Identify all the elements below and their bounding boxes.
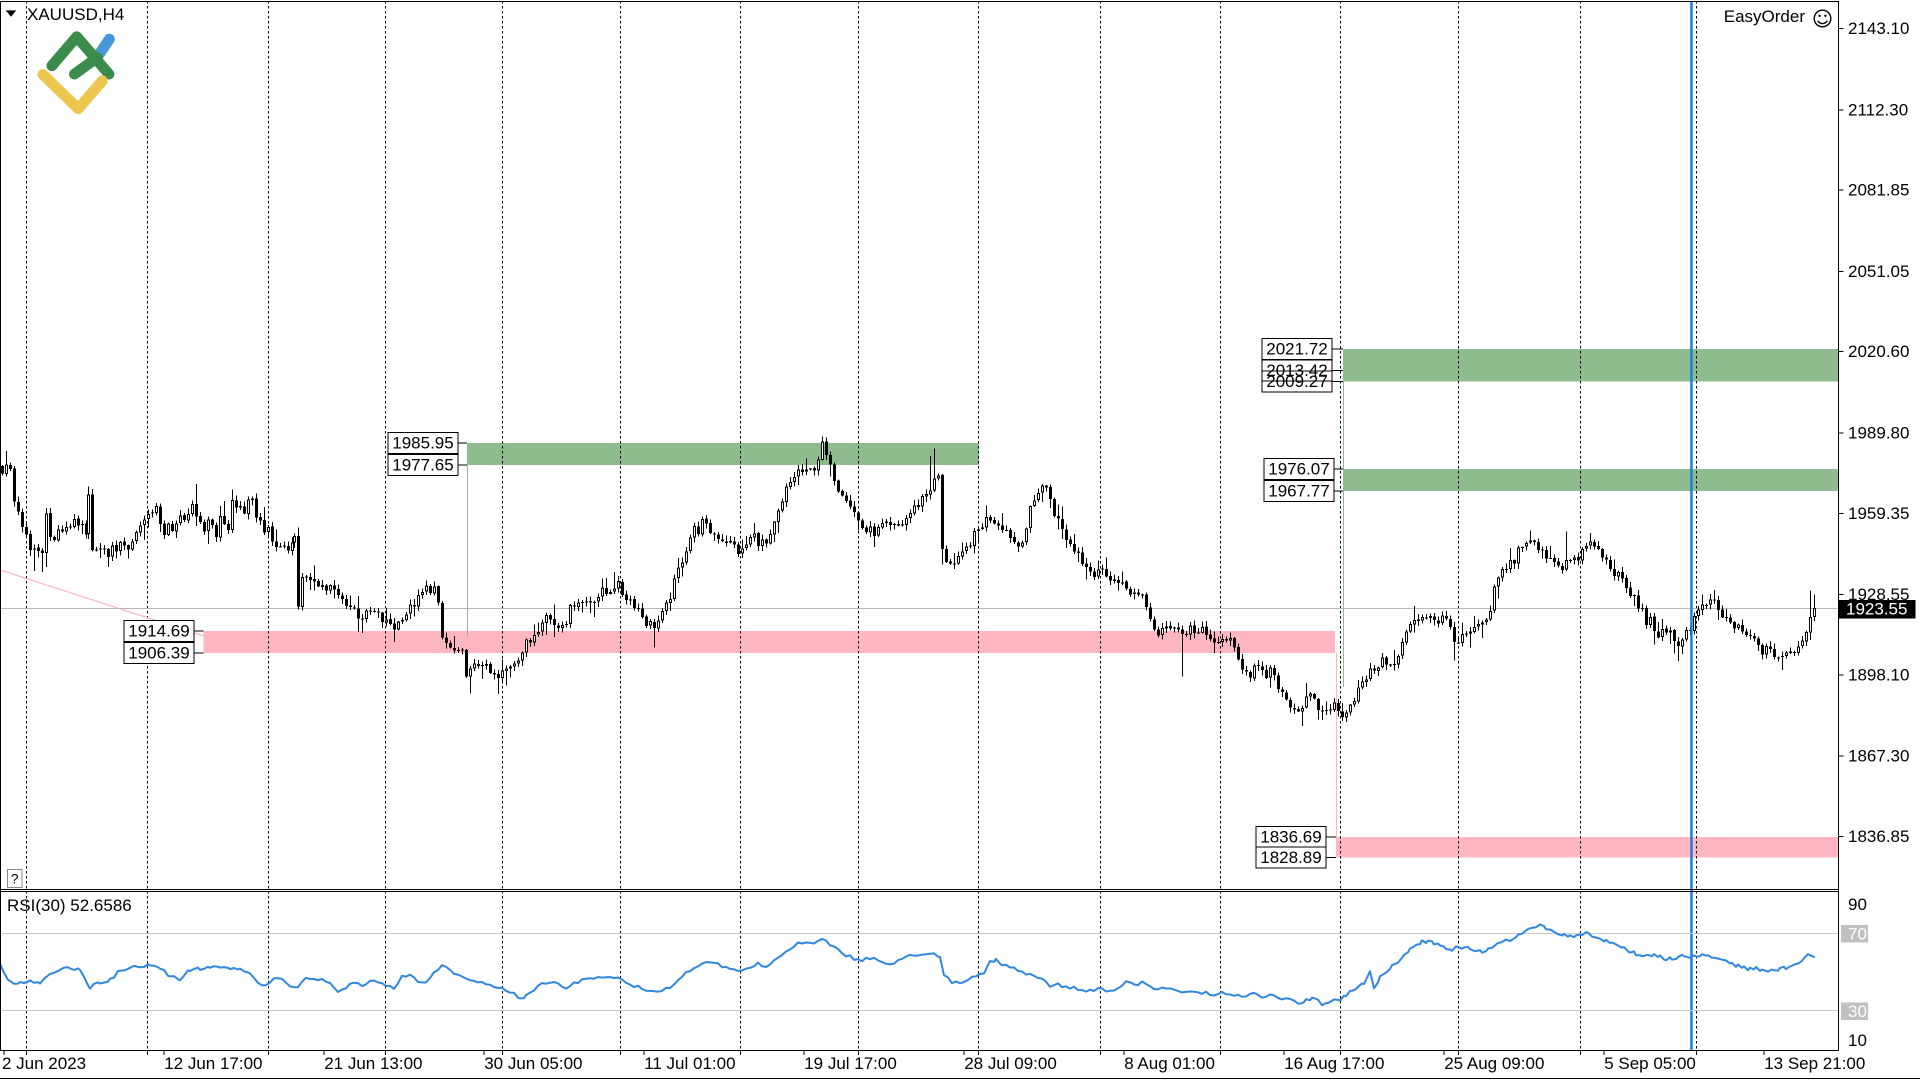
svg-text:90: 90 xyxy=(1848,895,1867,914)
svg-text:2081.85: 2081.85 xyxy=(1848,181,1909,200)
svg-text:1914.69: 1914.69 xyxy=(128,622,189,641)
svg-text:EasyOrder: EasyOrder xyxy=(1724,7,1806,26)
svg-text:2051.05: 2051.05 xyxy=(1848,262,1909,281)
svg-text:1906.39: 1906.39 xyxy=(128,644,189,663)
svg-text:1828.89: 1828.89 xyxy=(1260,848,1321,867)
svg-text:RSI(30) 52.6586: RSI(30) 52.6586 xyxy=(7,896,132,915)
svg-text:30 Jun 05:00: 30 Jun 05:00 xyxy=(484,1054,582,1073)
svg-text:2021.72: 2021.72 xyxy=(1266,339,1327,358)
svg-text:2143.10: 2143.10 xyxy=(1848,19,1909,38)
svg-text:19 Jul 17:00: 19 Jul 17:00 xyxy=(804,1054,897,1073)
svg-text:?: ? xyxy=(11,871,19,887)
svg-text:2112.30: 2112.30 xyxy=(1848,100,1908,119)
svg-text:2020.60: 2020.60 xyxy=(1848,342,1909,361)
svg-text:13 Sep 21:00: 13 Sep 21:00 xyxy=(1764,1054,1865,1073)
svg-text:1985.95: 1985.95 xyxy=(392,434,453,453)
svg-text:12 Jun 17:00: 12 Jun 17:00 xyxy=(164,1054,262,1073)
svg-text:28 Jul 09:00: 28 Jul 09:00 xyxy=(964,1054,1057,1073)
svg-text:1977.65: 1977.65 xyxy=(392,456,453,475)
svg-text:16 Aug 17:00: 16 Aug 17:00 xyxy=(1284,1054,1384,1073)
svg-text:XAUUSD,H4: XAUUSD,H4 xyxy=(27,5,124,24)
svg-text:11 Jul 01:00: 11 Jul 01:00 xyxy=(644,1054,735,1073)
svg-text:70: 70 xyxy=(1848,925,1867,944)
svg-text:1967.77: 1967.77 xyxy=(1268,482,1329,501)
svg-text:25 Aug 09:00: 25 Aug 09:00 xyxy=(1444,1054,1544,1073)
svg-text:2 Jun 2023: 2 Jun 2023 xyxy=(2,1054,86,1073)
svg-text:8 Aug 01:00: 8 Aug 01:00 xyxy=(1124,1054,1215,1073)
svg-text:2013.42: 2013.42 xyxy=(1266,361,1327,380)
svg-text:5 Sep 05:00: 5 Sep 05:00 xyxy=(1604,1054,1696,1073)
svg-text:1836.69: 1836.69 xyxy=(1260,827,1321,846)
svg-text:1836.85: 1836.85 xyxy=(1848,827,1909,846)
svg-text:1923.55: 1923.55 xyxy=(1846,600,1907,619)
svg-text:1928.55: 1928.55 xyxy=(1848,585,1909,604)
svg-text:21 Jun 13:00: 21 Jun 13:00 xyxy=(324,1054,422,1073)
svg-text:1959.35: 1959.35 xyxy=(1848,504,1909,523)
svg-text:1898.10: 1898.10 xyxy=(1848,665,1909,684)
svg-text:10: 10 xyxy=(1848,1031,1867,1050)
svg-text:30: 30 xyxy=(1848,1002,1867,1021)
svg-text:1976.07: 1976.07 xyxy=(1268,460,1329,479)
svg-text:1989.80: 1989.80 xyxy=(1848,424,1909,443)
svg-text:1867.30: 1867.30 xyxy=(1848,747,1909,766)
svg-text:2009.27: 2009.27 xyxy=(1266,372,1327,391)
